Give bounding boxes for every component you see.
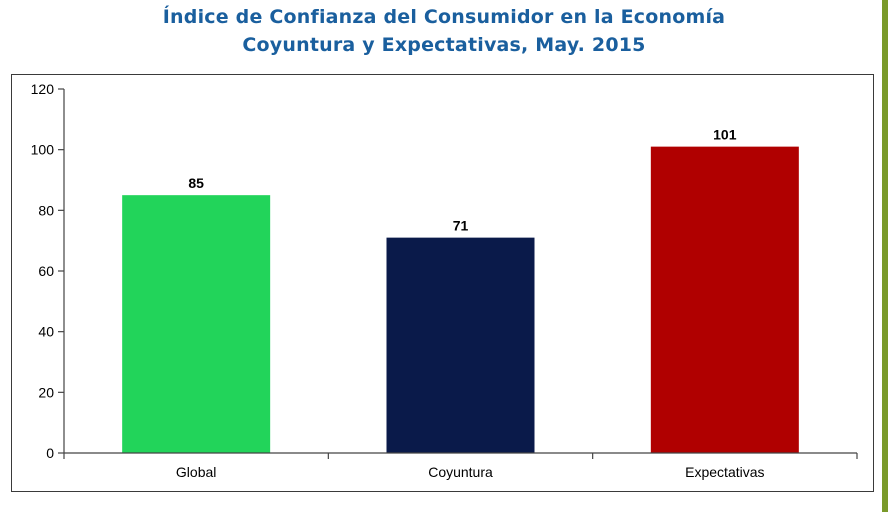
chart-subtitle: Coyuntura y Expectativas, May. 2015 <box>242 34 646 56</box>
chart-title: Índice de Confianza del Consumidor en la… <box>162 6 726 28</box>
y-tick-label: 80 <box>38 202 54 218</box>
y-axis: 0 20 40 60 80 100 120 <box>31 81 65 461</box>
bar-expectativas <box>650 146 799 453</box>
bar-coyuntura <box>386 237 535 453</box>
y-tick-label: 60 <box>38 263 54 279</box>
data-label: 85 <box>188 175 204 191</box>
y-tick-label: 0 <box>46 445 54 461</box>
data-label: 101 <box>713 127 737 143</box>
y-tick-label: 20 <box>38 384 54 400</box>
bars: 85 71 101 <box>122 127 799 453</box>
y-tick-label: 100 <box>31 142 55 158</box>
chart-frame: 0 20 40 60 80 100 120 85 71 101 Global Coyuntura E… <box>11 74 874 492</box>
y-tick-label: 120 <box>31 81 55 97</box>
x-axis: Global Coyuntura Expectativas <box>63 452 858 480</box>
side-accent-strip <box>882 0 888 512</box>
data-label: 71 <box>453 218 469 234</box>
x-tick-label: Global <box>176 464 216 480</box>
bar-global <box>122 195 271 453</box>
x-tick-label: Coyuntura <box>428 464 493 480</box>
bar-chart: 0 20 40 60 80 100 120 85 71 101 Global Coyuntura E… <box>31 81 858 480</box>
x-tick-label: Expectativas <box>685 464 764 480</box>
y-tick-label: 40 <box>38 324 54 340</box>
